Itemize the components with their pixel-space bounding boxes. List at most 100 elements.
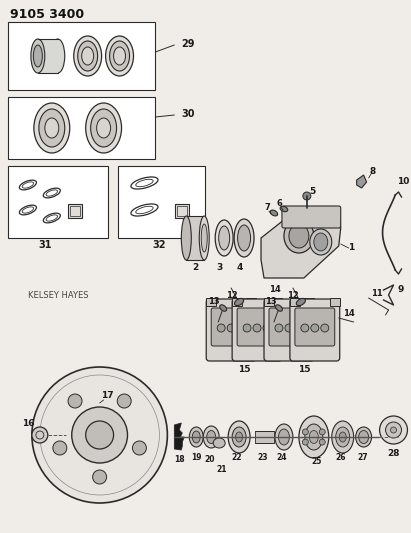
Bar: [175, 204, 189, 218]
Ellipse shape: [310, 229, 332, 255]
Text: 14: 14: [343, 310, 355, 319]
Ellipse shape: [309, 431, 318, 443]
Text: 21: 21: [216, 465, 226, 474]
Bar: [70, 206, 80, 216]
Circle shape: [386, 422, 402, 438]
Text: 25: 25: [312, 457, 322, 466]
Bar: [246, 298, 256, 306]
Text: 5: 5: [310, 188, 316, 197]
Text: 4: 4: [237, 263, 243, 272]
Ellipse shape: [336, 427, 350, 447]
Circle shape: [92, 470, 106, 484]
Text: 1: 1: [348, 244, 354, 253]
Circle shape: [319, 429, 325, 435]
Circle shape: [253, 324, 261, 332]
Ellipse shape: [91, 109, 117, 147]
Ellipse shape: [359, 431, 369, 443]
Ellipse shape: [97, 118, 111, 138]
Circle shape: [390, 427, 397, 433]
Text: 24: 24: [277, 454, 287, 463]
Circle shape: [32, 427, 48, 443]
Circle shape: [32, 367, 167, 503]
FancyBboxPatch shape: [237, 308, 277, 346]
Ellipse shape: [34, 103, 70, 153]
Text: 30: 30: [181, 109, 195, 119]
Text: 26: 26: [335, 454, 346, 463]
Ellipse shape: [232, 427, 246, 447]
Circle shape: [53, 441, 67, 455]
Circle shape: [117, 394, 131, 408]
Bar: [186, 216, 204, 260]
Ellipse shape: [219, 226, 230, 250]
Ellipse shape: [236, 432, 242, 442]
Ellipse shape: [279, 429, 289, 445]
FancyBboxPatch shape: [264, 299, 314, 361]
Text: 6: 6: [276, 198, 282, 207]
Text: 16: 16: [22, 419, 34, 429]
Circle shape: [301, 324, 309, 332]
Text: 27: 27: [357, 454, 368, 463]
Ellipse shape: [199, 216, 209, 260]
Ellipse shape: [106, 36, 134, 76]
Circle shape: [263, 324, 271, 332]
Bar: [8, 97, 155, 159]
Ellipse shape: [284, 219, 314, 253]
Circle shape: [217, 324, 225, 332]
Text: 29: 29: [181, 39, 195, 49]
Text: 15: 15: [298, 366, 310, 375]
Ellipse shape: [203, 426, 219, 448]
Ellipse shape: [332, 421, 354, 453]
Ellipse shape: [270, 210, 278, 216]
Bar: [290, 298, 300, 306]
Text: 19: 19: [191, 454, 201, 463]
Bar: [118, 166, 205, 238]
Bar: [255, 431, 274, 443]
Ellipse shape: [228, 421, 250, 453]
FancyBboxPatch shape: [269, 308, 309, 346]
Bar: [272, 298, 282, 306]
Ellipse shape: [192, 431, 200, 443]
Text: 32: 32: [152, 240, 166, 250]
Bar: [8, 22, 155, 90]
Bar: [177, 206, 187, 216]
Bar: [304, 298, 314, 306]
FancyBboxPatch shape: [232, 299, 282, 361]
Text: 13: 13: [208, 297, 220, 306]
Ellipse shape: [207, 431, 216, 443]
Bar: [38, 39, 58, 73]
Ellipse shape: [235, 298, 244, 305]
Ellipse shape: [45, 118, 59, 138]
Ellipse shape: [189, 427, 203, 447]
FancyBboxPatch shape: [211, 308, 251, 346]
Text: 31: 31: [38, 240, 52, 250]
Ellipse shape: [275, 305, 282, 311]
Circle shape: [227, 324, 235, 332]
Polygon shape: [357, 175, 367, 188]
Bar: [264, 298, 274, 306]
Ellipse shape: [213, 438, 225, 448]
Circle shape: [72, 407, 127, 463]
Ellipse shape: [215, 220, 233, 256]
Ellipse shape: [51, 39, 65, 73]
Ellipse shape: [339, 432, 346, 442]
Circle shape: [319, 439, 325, 445]
Circle shape: [311, 324, 319, 332]
Text: 23: 23: [258, 454, 268, 463]
Text: 12: 12: [226, 290, 238, 300]
Text: 9105 3400: 9105 3400: [10, 7, 84, 20]
Ellipse shape: [305, 424, 323, 450]
Circle shape: [321, 324, 329, 332]
Circle shape: [303, 192, 311, 200]
Circle shape: [237, 324, 245, 332]
Text: 14: 14: [269, 286, 281, 295]
Circle shape: [285, 324, 293, 332]
Ellipse shape: [314, 233, 328, 251]
Ellipse shape: [181, 216, 191, 260]
Ellipse shape: [85, 103, 122, 153]
Ellipse shape: [31, 39, 45, 73]
FancyBboxPatch shape: [282, 206, 341, 228]
Text: 11: 11: [371, 289, 383, 298]
Ellipse shape: [74, 36, 102, 76]
Ellipse shape: [110, 41, 129, 71]
FancyBboxPatch shape: [290, 299, 340, 361]
